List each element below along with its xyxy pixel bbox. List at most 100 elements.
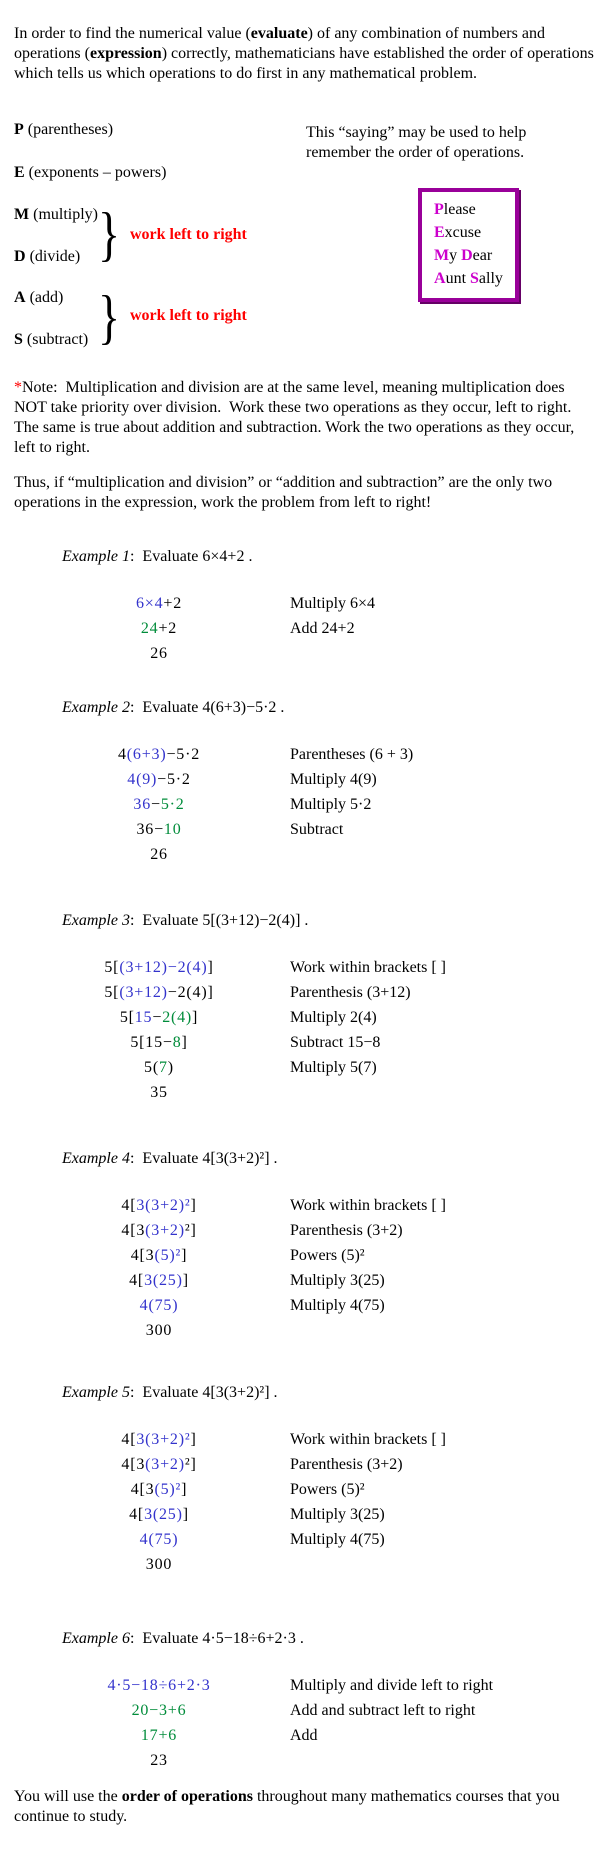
step-expression: 6×4+2 — [54, 591, 264, 616]
intro-text: ) of any combination of numbers and oper… — [14, 25, 545, 62]
example-header: Example 1: Evaluate 6×4+2 . — [62, 547, 598, 567]
math-segment: +2 — [163, 595, 183, 612]
step-expression: 4[3(25)] — [54, 1268, 264, 1293]
pemdas-letter: P — [14, 121, 24, 138]
step-expression: 4[3(3+2)²] — [54, 1452, 264, 1477]
step-expression: 26 — [54, 641, 264, 666]
step-expression: 36−10 — [54, 817, 264, 842]
step-description: Powers (5)² — [290, 1247, 365, 1264]
step-description: Parenthesis (3+2) — [290, 1222, 403, 1239]
example-header: Example 6: Evaluate 4·5−18÷6+2·3 . — [62, 1629, 598, 1649]
mnemonic-letter: A — [434, 270, 446, 287]
intro-bold-evaluate: evaluate — [250, 25, 308, 42]
math-segment: 4[ — [121, 1431, 137, 1448]
mnemonic-box: Please Excuse My Dear Aunt Sally — [418, 188, 519, 302]
example-6: Example 6: Evaluate 4·5−18÷6+2·3 . 4·5−18… — [14, 1629, 598, 1773]
step-description: Parentheses (6 + 3) — [290, 746, 414, 763]
step-description: Multiply 4(9) — [290, 771, 377, 788]
example-prompt: : Evaluate 4[3(3+2)²] . — [129, 1384, 278, 1401]
mnemonic-text: lease — [443, 201, 476, 218]
example-step: 4[3(5)²] Powers (5)² — [14, 1477, 598, 1502]
math-segment: 4[3 — [130, 1481, 155, 1498]
mnemonic-line: Please — [434, 198, 503, 221]
pemdas-item-add: A (add) — [14, 288, 63, 308]
mnemonic-text: ally — [478, 270, 503, 287]
example-header: Example 2: Evaluate 4(6+3)−5·2 . — [62, 698, 598, 718]
example-label: Example 2 — [62, 699, 130, 716]
math-segment: 4[ — [129, 1506, 145, 1523]
step-expression: 4[3(3+2)²] — [54, 1218, 264, 1243]
step-expression: 4[3(5)²] — [54, 1243, 264, 1268]
pemdas-item-exponents: E (exponents – powers) — [14, 163, 166, 183]
example-step: 4(6+3)−5·2 Parentheses (6 + 3) — [14, 742, 598, 767]
example-label: Example 4 — [62, 1150, 130, 1167]
pemdas-item-label: (parentheses) — [23, 121, 114, 138]
closing-bold-order-of-operations: order of operations — [121, 1788, 253, 1805]
mnemonic-letter: D — [461, 247, 473, 264]
example-step: 26 — [14, 641, 598, 666]
mnemonic-line: Excuse — [434, 221, 503, 244]
math-segment: ) — [167, 1059, 174, 1076]
math-segment: ] — [181, 1247, 188, 1264]
step-expression: 24+2 — [54, 616, 264, 641]
math-segment: − — [151, 796, 161, 813]
example-label: Example 3 — [62, 912, 130, 929]
example-step: 5[15−2(4)] Multiply 2(4) — [14, 1005, 598, 1030]
pemdas-item-label: (divide) — [25, 248, 81, 265]
example-header: Example 3: Evaluate 5[(3+12)−2(4)] . — [62, 911, 598, 931]
math-segment: 6×4 — [135, 595, 164, 612]
intro-paragraph: In order to find the numerical value (ev… — [14, 24, 596, 84]
closing-paragraph: You will use the order of operations thr… — [14, 1787, 596, 1827]
math-segment: 5·2 — [160, 796, 185, 813]
math-segment: 4[3 — [130, 1247, 155, 1264]
math-segment: 2(4) — [162, 1009, 193, 1026]
example-step: 23 — [14, 1748, 598, 1773]
example-steps: 6×4+2 Multiply 6×4 24+2 Add 24+2 26 — [14, 591, 598, 666]
math-segment: 8 — [172, 1034, 182, 1051]
math-segment: 3(25) — [144, 1272, 183, 1289]
math-segment: 4[3 — [121, 1222, 146, 1239]
mnemonic-letter: M — [434, 247, 450, 264]
step-expression: 4(75) — [54, 1293, 264, 1318]
step-expression: 5[(3+12)−2(4)] — [54, 955, 264, 980]
note-asterisk: * — [14, 379, 22, 396]
step-expression: 17+6 — [54, 1723, 264, 1748]
math-segment: 4(75) — [139, 1297, 179, 1314]
math-segment: (3+12) — [119, 984, 168, 1001]
pemdas-letter: S — [14, 331, 23, 348]
math-segment: 5[ — [104, 959, 120, 976]
example-step: 4(75) Multiply 4(75) — [14, 1527, 598, 1552]
example-prompt: : Evaluate 4·5−18÷6+2·3 . — [129, 1630, 304, 1647]
pemdas-item-label: (subtract) — [22, 331, 89, 348]
pemdas-item-multiply: M (multiply) — [14, 205, 98, 225]
math-segment: (3+2) — [145, 1456, 185, 1473]
example-prompt: : Evaluate 6×4+2 . — [129, 548, 253, 565]
mnemonic-text: xcuse — [444, 224, 482, 241]
pemdas-item-label: (multiply) — [29, 206, 98, 223]
example-prompt: : Evaluate 5[(3+12)−2(4)] . — [129, 912, 309, 929]
example-step: 4[3(3+2)²] Parenthesis (3+2) — [14, 1452, 598, 1477]
step-description: Work within brackets [ ] — [290, 959, 446, 976]
mnemonic-text: y — [449, 247, 462, 264]
step-description: Multiply 4(75) — [290, 1531, 385, 1548]
example-step: 36−5·2 Multiply 5·2 — [14, 792, 598, 817]
pemdas-item-subtract: S (subtract) — [14, 330, 88, 350]
step-description: Parenthesis (3+2) — [290, 1456, 403, 1473]
example-step: 35 — [14, 1080, 598, 1105]
math-segment: −5·2 — [157, 771, 191, 788]
step-description: Multiply 4(75) — [290, 1297, 385, 1314]
step-description: Multiply 5(7) — [290, 1059, 377, 1076]
math-segment: ] — [181, 1481, 188, 1498]
math-segment: −5·2 — [166, 746, 201, 763]
math-segment: ²] — [184, 1222, 197, 1239]
step-expression: 4[3(3+2)²] — [54, 1427, 264, 1452]
math-segment: ] — [207, 959, 214, 976]
step-description: Multiply and divide left to right — [290, 1677, 494, 1694]
example-2: Example 2: Evaluate 4(6+3)−5·2 . 4(6+3)−5… — [14, 698, 598, 867]
step-description: Parenthesis (3+12) — [290, 984, 411, 1001]
example-step: 4(9)−5·2 Multiply 4(9) — [14, 767, 598, 792]
examples: Example 1: Evaluate 6×4+2 . 6×4+2 Multiply… — [14, 547, 598, 1773]
example-step: 5[(3+12)−2(4)] Parenthesis (3+12) — [14, 980, 598, 1005]
step-expression: 26 — [54, 842, 264, 867]
pemdas-section: P (parentheses) E (exponents – powers) M… — [14, 120, 598, 378]
